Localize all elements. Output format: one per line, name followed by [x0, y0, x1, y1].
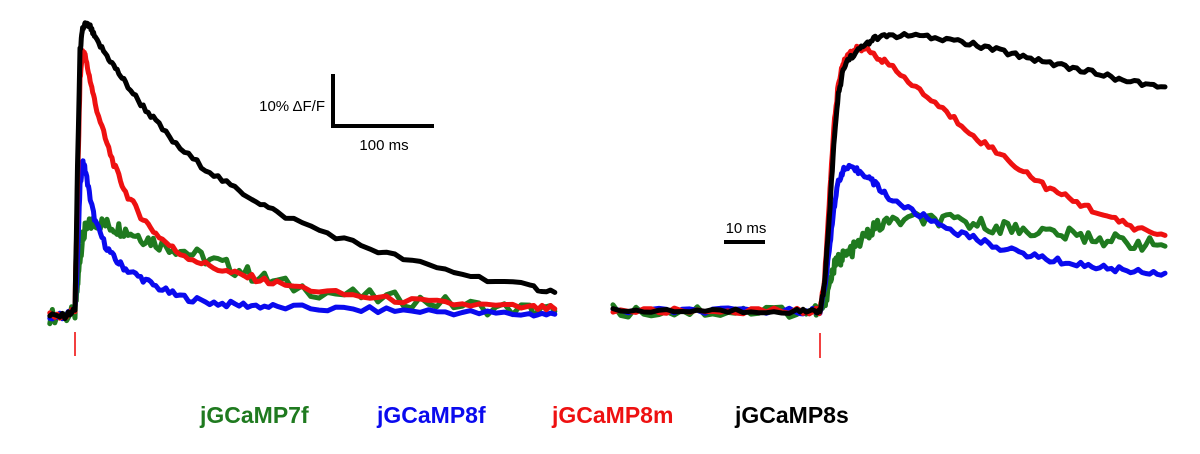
legend-label-jgcamp8f: jGCaMP8f: [376, 402, 486, 428]
right-trace-jgcamp8m: [610, 43, 1168, 317]
left-trace-jgcamp8s: [47, 20, 558, 321]
legend-label-jgcamp7f: jGCaMP7f: [199, 402, 309, 428]
legend-label-jgcamp8m: jGCaMP8m: [551, 402, 673, 428]
right-panel: [610, 31, 1168, 358]
left-trace-jgcamp8f: [47, 158, 558, 322]
right-time-label: 10 ms: [726, 220, 767, 237]
left-trace-jgcamp7f: [47, 216, 558, 327]
right-scale-bar: 10 ms: [724, 220, 767, 244]
right-trace-jgcamp8s: [610, 31, 1168, 316]
left-amplitude-label: 10% ΔF/F: [259, 98, 325, 115]
legend: jGCaMP7f jGCaMP8f jGCaMP8m jGCaMP8s: [199, 402, 849, 428]
left-time-label: 100 ms: [359, 137, 408, 154]
left-scale-bar: 10% ΔF/F 100 ms: [259, 74, 434, 154]
legend-label-jgcamp8s: jGCaMP8s: [734, 402, 849, 428]
left-scale-bar-lines: [331, 74, 434, 128]
left-panel: [47, 20, 558, 356]
